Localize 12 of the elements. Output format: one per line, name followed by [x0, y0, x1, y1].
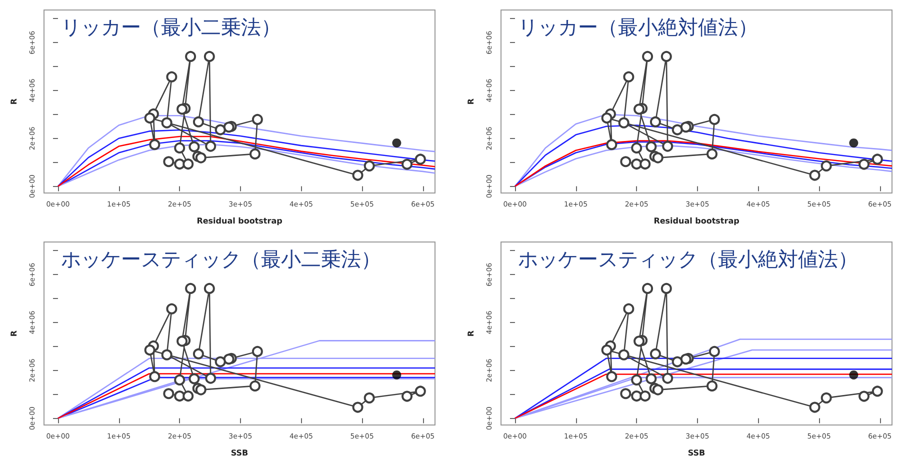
y-axis-title: R: [466, 330, 476, 337]
y-axis-title: R: [10, 330, 18, 337]
chart-title: リッカー（最小二乗法）: [61, 15, 281, 39]
x-axis-title: Residual bootstrap: [196, 216, 283, 226]
y-axis-title: R: [466, 98, 476, 105]
y-axis-title: R: [10, 98, 18, 105]
chart-title: ホッケースティック（最小絶対値法）: [518, 247, 858, 271]
x-axis-title: SSB: [230, 448, 248, 458]
chart-title: ホッケースティック（最小二乗法）: [61, 247, 381, 271]
x-axis-title: Residual bootstrap: [654, 216, 740, 226]
x-axis-title: SSB: [688, 448, 706, 458]
chart-title: リッカー（最小絶対値法）: [518, 15, 758, 39]
